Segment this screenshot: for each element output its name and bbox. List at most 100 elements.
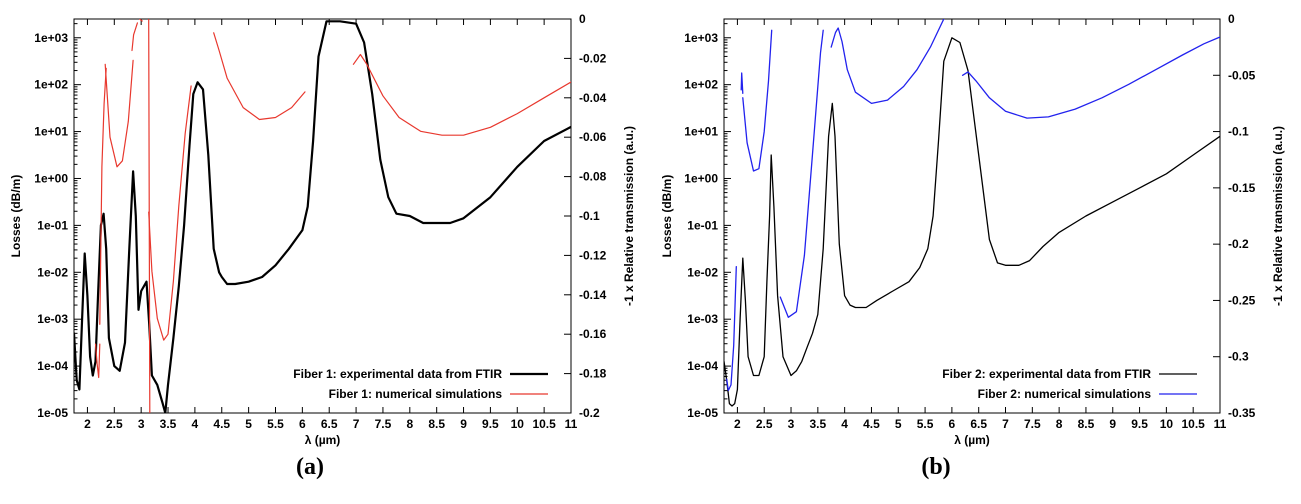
y-left-tick-label: 1e-05 — [37, 406, 68, 420]
x-tick-label: 5.5 — [267, 417, 284, 431]
x-tick-label: 10.5 — [532, 417, 556, 431]
x-tick-label: 9 — [1109, 417, 1116, 431]
x-tick-label: 8.5 — [1078, 417, 1095, 431]
series-line-experimental — [724, 37, 1220, 407]
x-tick-label: 3.5 — [809, 417, 826, 431]
y-left-tick-label: 1e+03 — [34, 31, 68, 45]
y-right-tick-label: -0.35 — [1228, 406, 1256, 420]
x-tick-label: 11 — [1214, 417, 1227, 431]
x-tick-label: 7 — [1002, 417, 1009, 431]
x-tick-label: 4.5 — [213, 417, 230, 431]
y-right-tick-label: -0.18 — [579, 367, 607, 381]
y-right-tick-label: -0.3 — [1228, 350, 1249, 364]
series-group — [724, 19, 1220, 407]
series-line-simulation — [740, 72, 744, 94]
chart-a-svg: 2 2.5 3 3.5 4 4.5 5 5.5 6 6.5 7 7.5 8 8.5 9 9.5 10 10.5 11… — [9, 12, 636, 447]
x-tick-label: 6 — [949, 417, 956, 431]
y-right-tick-label: -0.25 — [1228, 293, 1256, 307]
panel-label-b: (b) — [921, 454, 951, 480]
series-line-simulation — [830, 19, 945, 105]
y-left-tick-label: 1e-01 — [37, 218, 68, 232]
x-tick-label: 9 — [460, 417, 467, 431]
x-tick-label: 5 — [245, 417, 252, 431]
y-left-tick-label: 1e-03 — [37, 312, 68, 326]
x-tick-label: 8.5 — [428, 417, 445, 431]
y-right-tick-label: -0.2 — [1228, 237, 1249, 251]
series-group — [74, 19, 571, 413]
series-line-simulation — [104, 59, 134, 168]
y-right-tick-label: -0.15 — [1228, 181, 1256, 195]
y-left-tick-label: 1e+01 — [34, 125, 68, 139]
y-left-tick-label: 1e-05 — [687, 406, 718, 420]
y-left-tick-label: 1e-04 — [37, 359, 68, 373]
y-right-tick-label: -0.08 — [579, 170, 607, 184]
y-left-axis-title: Losses (dB/m) — [9, 175, 23, 258]
y-left-tick-label: 1e+00 — [684, 171, 718, 185]
y-left-tick-label: 1e+00 — [34, 171, 68, 185]
y-left-tick-label: 1e+01 — [684, 125, 718, 139]
y-left-tick-label: 1e-01 — [687, 218, 718, 232]
chart-panel-a: 2 2.5 3 3.5 4 4.5 5 5.5 6 6.5 7 7.5 8 8.5 9 9.5 10 10.5 11… — [0, 0, 650, 504]
y-right-axis-title: -1 x Relative transmission (a.u.) — [1271, 126, 1285, 306]
y-left-tick-label: 1e-03 — [687, 312, 718, 326]
x-tick-label: 4 — [192, 417, 199, 431]
y-right-tick-label: 0 — [579, 12, 586, 26]
x-tick-label: 2 — [734, 417, 741, 431]
y-right-tick-label: -0.04 — [579, 91, 607, 105]
y-left-tick-label: 1e+02 — [34, 78, 68, 92]
y-left-tick-label: 1e-02 — [687, 265, 718, 279]
x-tick-label: 5 — [895, 417, 902, 431]
y-right-tick-label: -0.2 — [579, 406, 600, 420]
y-left-axis-title: Losses (dB/m) — [660, 175, 674, 258]
x-tick-label: 10 — [511, 417, 525, 431]
x-tick-label: 3 — [138, 417, 145, 431]
x-tick-label: 2 — [84, 417, 91, 431]
legend-label: Fiber 1: experimental data from FTIR — [293, 367, 502, 381]
x-tick-label: 3.5 — [160, 417, 177, 431]
x-tick-label: 8 — [406, 417, 413, 431]
y-left-tick-label: 1e+03 — [684, 31, 718, 45]
x-tick-label: 10 — [1160, 417, 1174, 431]
y-right-tick-label: -0.1 — [1228, 125, 1249, 139]
panel-label-a: (a) — [296, 454, 324, 480]
x-tick-label: 7.5 — [375, 417, 392, 431]
x-axis-title: λ (µm) — [954, 433, 990, 447]
y-right-axis-title: -1 x Relative transmission (a.u.) — [622, 126, 636, 306]
series-line-simulation — [94, 343, 101, 379]
y-left-tick-label: 1e+02 — [684, 78, 718, 92]
plot-frame — [723, 18, 1221, 414]
y-right-tick-label: -0.14 — [579, 288, 607, 302]
series-line-simulation — [213, 32, 306, 121]
x-tick-label: 5.5 — [917, 417, 934, 431]
series-line-simulation — [779, 29, 824, 318]
y-right-tick-label: 0 — [1228, 12, 1235, 26]
y-right-tick-label: -0.12 — [579, 248, 607, 262]
x-tick-label: 9.5 — [1131, 417, 1148, 431]
x-tick-label: 11 — [565, 417, 578, 431]
series-line-simulation — [742, 29, 773, 172]
x-tick-label: 6 — [299, 417, 306, 431]
series-line-simulation — [131, 22, 138, 52]
legend-label: Fiber 1: numerical simulations — [329, 387, 503, 401]
x-tick-label: 2.5 — [756, 417, 773, 431]
x-axis-title: λ (µm) — [305, 433, 341, 447]
x-tick-label: 9.5 — [482, 417, 499, 431]
x-tick-label: 7 — [353, 417, 360, 431]
y-right-tick-label: -0.06 — [579, 130, 607, 144]
y-right-tick-label: -0.05 — [1228, 68, 1256, 82]
legend-label: Fiber 2: experimental data from FTIR — [942, 367, 1151, 381]
series-line-simulation — [148, 85, 192, 341]
y-right-tick-label: -0.16 — [579, 327, 607, 341]
series-line-simulation — [352, 53, 571, 136]
series-line-simulation — [961, 36, 1220, 119]
x-tick-label: 3 — [788, 417, 795, 431]
legend-label: Fiber 2: numerical simulations — [978, 387, 1152, 401]
x-tick-label: 4.5 — [863, 417, 880, 431]
x-tick-label: 7.5 — [1024, 417, 1041, 431]
x-tick-label: 4 — [841, 417, 848, 431]
series-line-simulation — [726, 266, 737, 392]
chart-b-svg: 2 2.5 3 3.5 4 4.5 5 5.5 6 6.5 7 7.5 8 8.5 9 9.5 10 10.5 11… — [660, 12, 1285, 447]
series-line-simulation — [139, 19, 143, 22]
chart-panel-b: 2 2.5 3 3.5 4 4.5 5 5.5 6 6.5 7 7.5 8 8.5 9 9.5 10 10.5 11… — [651, 0, 1301, 504]
x-tick-label: 8 — [1056, 417, 1063, 431]
